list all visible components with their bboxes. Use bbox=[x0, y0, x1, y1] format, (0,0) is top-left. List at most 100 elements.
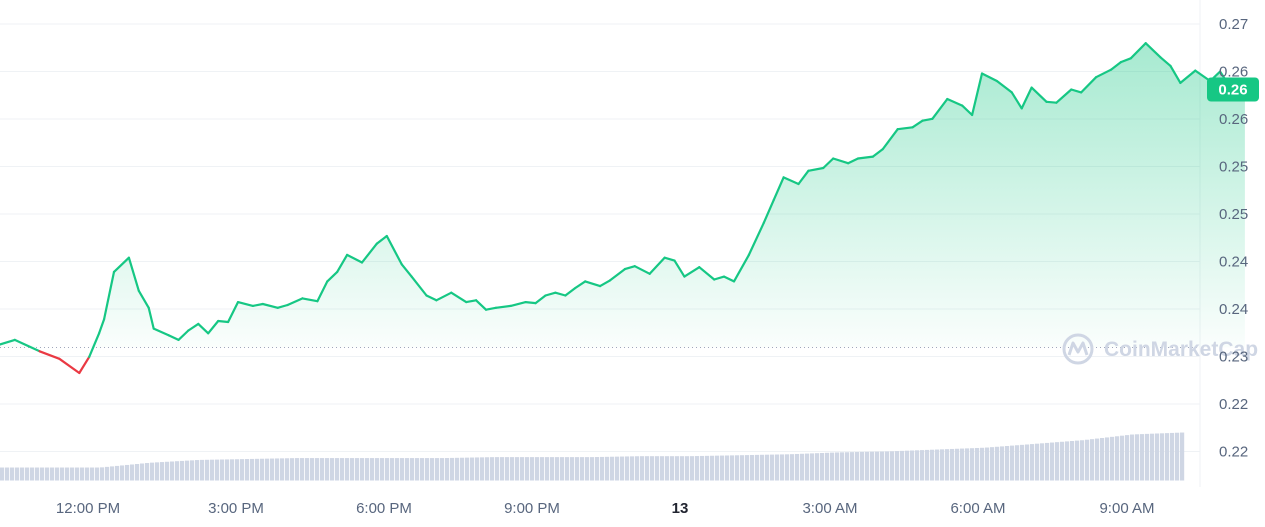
price-line-segment bbox=[782, 176, 800, 186]
volume-bar bbox=[565, 457, 570, 481]
volume-bar bbox=[950, 448, 955, 481]
volume-bar bbox=[1030, 444, 1035, 481]
price-line-segment bbox=[13, 338, 41, 353]
price-line-segment bbox=[425, 294, 438, 302]
x-tick-label: 3:00 PM bbox=[208, 500, 264, 517]
volume-bar bbox=[755, 454, 760, 481]
volume-bar bbox=[1175, 432, 1180, 481]
price-line-segment bbox=[187, 322, 200, 332]
y-tick-label: 0.22 bbox=[1219, 396, 1248, 413]
volume-bar bbox=[250, 458, 255, 481]
price-line-segment bbox=[251, 302, 264, 307]
price-line-segment bbox=[276, 303, 289, 309]
volume-bar bbox=[325, 458, 330, 481]
volume-bar bbox=[1100, 437, 1105, 481]
volume-bar bbox=[955, 448, 960, 481]
volume-bar bbox=[245, 459, 250, 481]
volume-bar bbox=[90, 467, 95, 481]
volume-bar bbox=[200, 459, 205, 481]
volume-bar bbox=[295, 458, 300, 481]
volume-bar bbox=[265, 458, 270, 481]
volume-bar bbox=[140, 463, 145, 481]
volume-bar bbox=[1020, 444, 1025, 481]
price-line-segment bbox=[961, 104, 974, 117]
volume-bar bbox=[770, 454, 775, 481]
price-line-segment bbox=[623, 265, 636, 271]
price-line-segment bbox=[970, 72, 984, 117]
volume-bar bbox=[1160, 433, 1165, 481]
volume-bar bbox=[1035, 443, 1040, 481]
volume-bar bbox=[1135, 434, 1140, 481]
y-tick-label: 0.23 bbox=[1219, 349, 1248, 366]
volume-bar bbox=[650, 456, 655, 481]
volume-bar bbox=[415, 458, 420, 481]
volume-bar bbox=[110, 466, 115, 481]
volume-bar bbox=[380, 458, 385, 481]
volume-bar bbox=[895, 451, 900, 481]
volume-bar bbox=[170, 461, 175, 481]
price-line-segment bbox=[465, 299, 478, 304]
y-tick-label: 0.25 bbox=[1219, 206, 1248, 223]
volume-bar bbox=[535, 457, 540, 481]
price-line-segment bbox=[648, 256, 666, 275]
price-line-segment bbox=[732, 253, 751, 283]
current-price-label: 0.26 bbox=[1218, 82, 1247, 99]
volume-bar bbox=[210, 459, 215, 481]
volume-bar bbox=[1065, 441, 1070, 481]
volume-bar bbox=[870, 451, 875, 481]
y-tick-label: 0.24 bbox=[1219, 254, 1248, 271]
volume-bar bbox=[845, 452, 850, 481]
volume-bar bbox=[795, 453, 800, 481]
price-line-segment bbox=[1070, 88, 1083, 94]
price-line-segment bbox=[1109, 60, 1123, 71]
price-line-segment bbox=[807, 166, 825, 172]
volume-bar bbox=[720, 455, 725, 481]
volume-bar bbox=[1085, 439, 1090, 481]
volume-bar bbox=[180, 460, 185, 481]
volume-bar bbox=[605, 456, 610, 481]
price-line-segment bbox=[713, 275, 726, 281]
volume-bar bbox=[960, 448, 965, 481]
volume-bar bbox=[525, 457, 530, 481]
price-line-segment bbox=[261, 302, 279, 309]
volume-bar bbox=[430, 458, 435, 481]
y-tick-label: 0.26 bbox=[1219, 111, 1248, 128]
volume-bar bbox=[475, 457, 480, 481]
volume-bar bbox=[460, 457, 465, 481]
x-tick-label: 9:00 AM bbox=[1099, 500, 1154, 517]
y-axis: 0.270.260.260.250.250.240.240.230.220.22 bbox=[1219, 16, 1248, 461]
volume-bar bbox=[420, 458, 425, 481]
volume-bar bbox=[465, 457, 470, 481]
price-line-segment bbox=[127, 256, 140, 292]
volume-bar bbox=[235, 459, 240, 481]
volume-bar bbox=[40, 467, 45, 481]
volume-bar bbox=[255, 458, 260, 481]
volume-bar bbox=[1005, 446, 1010, 481]
volume-bar bbox=[190, 460, 195, 481]
price-line-segment bbox=[484, 306, 497, 311]
volume-bar bbox=[485, 457, 490, 481]
price-line-segment bbox=[78, 355, 91, 375]
volume-bar bbox=[365, 458, 370, 481]
y-tick-label: 0.26 bbox=[1219, 64, 1248, 81]
volume-bar bbox=[405, 458, 410, 481]
volume-bar bbox=[340, 458, 345, 481]
price-line-segment bbox=[360, 242, 378, 264]
volume-bar bbox=[880, 451, 885, 481]
price-line-segment bbox=[167, 334, 180, 341]
volume-bar bbox=[620, 456, 625, 481]
price-line-segment bbox=[1010, 91, 1023, 110]
price-line-segment bbox=[38, 350, 61, 360]
price-line-segment bbox=[147, 306, 155, 330]
volume-bar bbox=[575, 457, 580, 481]
volume-bar bbox=[640, 456, 645, 481]
volume-bar bbox=[80, 467, 85, 481]
volume-bar bbox=[20, 467, 25, 481]
volume-bar bbox=[980, 447, 985, 481]
volume-bar bbox=[530, 457, 535, 481]
price-line-segment bbox=[598, 279, 612, 288]
price-line-segment bbox=[524, 301, 537, 305]
volume-bar bbox=[675, 456, 680, 481]
